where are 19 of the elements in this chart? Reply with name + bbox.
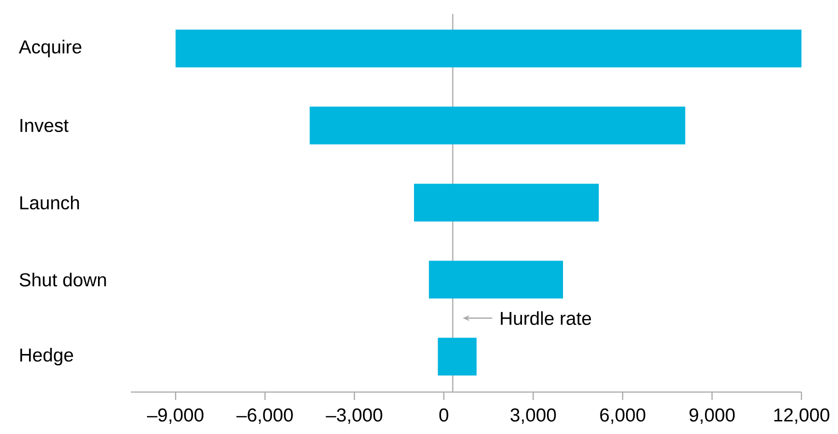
x-tick-label: 3,000 (510, 408, 556, 424)
y-tick-label: Invest (20, 119, 69, 132)
bar (310, 106, 686, 145)
ref-line-label: Hurdle rate (500, 311, 591, 326)
y-tick-label: Acquire (18, 40, 82, 58)
x-tick-label: 12,000 (774, 408, 830, 424)
x-tick-label: –6,000 (236, 408, 293, 424)
x-tick-label: 6,000 (600, 408, 646, 424)
x-tick-label: 9,000 (690, 408, 735, 424)
y-tick-label: Shut down (20, 272, 106, 287)
bar (428, 260, 564, 299)
bar (176, 30, 802, 68)
x-tick-label: –9,000 (147, 408, 204, 424)
bar (414, 184, 599, 222)
bar (438, 338, 477, 376)
y-tick-label: Launch (20, 196, 79, 210)
y-tick-label: Hedge (20, 348, 74, 366)
x-tick-label: 0 (439, 408, 448, 422)
x-tick-label: –3,000 (326, 408, 382, 424)
